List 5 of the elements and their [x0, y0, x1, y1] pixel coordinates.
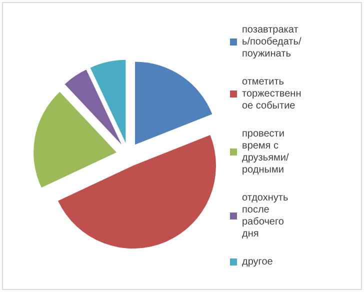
legend-label: другое [242, 256, 274, 268]
legend-label: отметить торжественное событие [242, 76, 302, 112]
legend-label: провести время с друзьями/родными [242, 128, 289, 176]
legend-label: отдохнуть после рабочего дня [242, 192, 291, 240]
legend-label: позавтракать/пообедать/ поужинать [242, 24, 304, 60]
